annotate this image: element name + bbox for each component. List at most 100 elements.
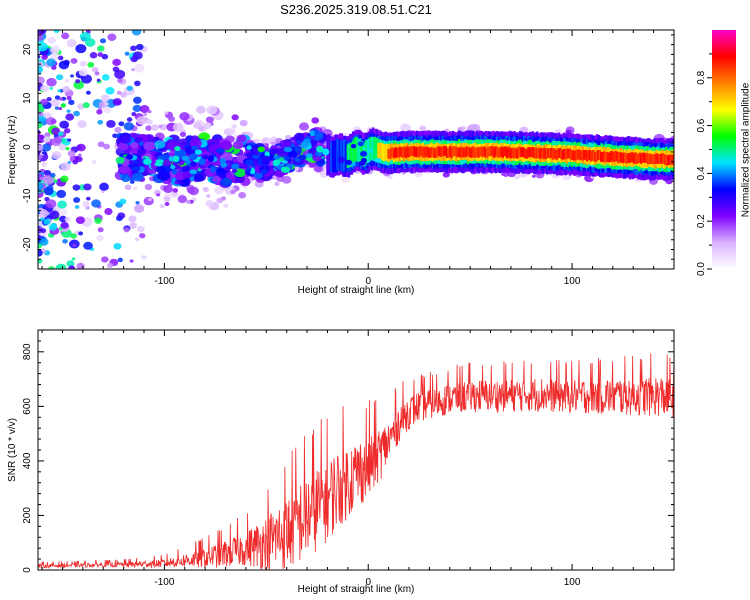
heatmap-cell	[70, 74, 74, 78]
heatmap-ridge-cell	[505, 148, 509, 159]
heatmap-ridge-cell	[336, 138, 339, 170]
heatmap-cell	[58, 55, 64, 61]
heatmap-cell	[70, 233, 77, 239]
heatmap-hotspot	[338, 156, 345, 164]
heatmap-cell	[207, 141, 213, 146]
heatmap-cell	[414, 171, 423, 178]
heatmap-cell	[252, 147, 260, 154]
heatmap-cell	[79, 32, 91, 42]
heatmap-ridge-cell	[667, 155, 670, 165]
snr-ylabel: SNR (10 * v/v)	[7, 418, 18, 482]
heatmap-ridge-cell	[487, 146, 490, 157]
snr-xtick-label: 0	[365, 577, 371, 588]
heatmap-cell	[96, 45, 105, 52]
heatmap-cell	[117, 78, 123, 83]
heatmap-cell	[144, 183, 153, 191]
heatmap-ridge-cell	[464, 147, 468, 158]
heatmap-cell	[130, 45, 137, 52]
heatmap-hotspot	[261, 155, 270, 163]
heatmap-hotspot	[170, 164, 176, 170]
heatmap-cell	[205, 200, 214, 207]
heatmap-cell	[238, 191, 247, 199]
heatmap-cell	[214, 186, 224, 195]
heatmap-ridge-cell	[387, 148, 391, 159]
heatmap-cell	[181, 165, 191, 172]
heatmap-hotspot	[190, 161, 197, 167]
heatmap-cell	[97, 141, 105, 148]
heatmap-cell	[219, 140, 233, 151]
heatmap-ridge-cell	[474, 147, 478, 158]
heatmap-hotspot	[231, 163, 240, 169]
heatmap-cell	[64, 216, 71, 222]
heatmap-ridge-cell	[580, 150, 583, 161]
heatmap-cell	[55, 74, 64, 81]
heatmap-cell	[106, 119, 116, 128]
heatmap-ridge-cell	[605, 152, 609, 162]
heatmap-ridge-cell	[568, 148, 572, 159]
heatmap-cell	[189, 138, 202, 149]
heatmap-hotspot	[219, 158, 226, 164]
heatmap-ridge-cell	[434, 148, 438, 158]
heatmap-ridge-cell	[475, 146, 479, 157]
heatmap-ridge-cell	[602, 151, 606, 162]
heatmap-cell	[63, 59, 70, 66]
heatmap-cell	[150, 124, 159, 131]
heatmap-ridge-cell	[607, 152, 610, 163]
heatmap-cell	[78, 68, 89, 77]
heatmap-ridge-cell	[444, 146, 448, 156]
heatmap-cell	[38, 111, 44, 117]
chart-title: S236.2025.319.08.51.C21	[280, 2, 432, 17]
heatmap-cell	[61, 32, 70, 40]
heatmap-ridge-cell	[414, 147, 418, 158]
heatmap-cell	[43, 136, 51, 143]
heatmap-cell	[260, 169, 268, 175]
heatmap-cell	[101, 256, 109, 263]
heatmap-ridge-cell	[557, 148, 560, 159]
heatmap-ridge-cell	[544, 149, 547, 160]
heatmap-cell	[188, 186, 199, 196]
heatmap-ridge-cell	[467, 146, 470, 157]
heatmap-cell	[80, 74, 92, 84]
heatmap-cell	[223, 203, 229, 208]
heatmap-ridge-cell	[477, 147, 480, 158]
heatmap-cell	[274, 181, 280, 187]
heatmap-ridge-cell	[413, 146, 416, 157]
heatmap-cell	[388, 175, 393, 180]
heatmap-cell	[117, 212, 126, 219]
heatmap-cell	[70, 58, 78, 64]
heatmap-ridge-cell	[621, 153, 625, 164]
heatmap-ridge-cell	[547, 148, 550, 158]
heatmap-ridge-cell	[421, 147, 425, 158]
heatmap-ridge-cell	[484, 147, 488, 158]
heatmap-ridge-cell	[438, 146, 442, 157]
heatmap-ridge-cell	[542, 147, 546, 158]
heatmap-ridge-cell	[433, 148, 436, 158]
heatmap-ridge-cell	[642, 152, 646, 163]
heatmap-cell	[73, 197, 81, 203]
heatmap-ridge-cell	[510, 148, 513, 159]
heatmap-ridge-cell	[327, 134, 331, 176]
heatmap-ridge-cell	[443, 146, 446, 156]
heatmap-ridge-cell	[427, 147, 430, 158]
spectrogram-xtick-label: -100	[154, 276, 174, 287]
heatmap-cell	[163, 185, 173, 194]
heatmap-ridge-cell	[498, 147, 502, 158]
heatmap-cell	[124, 51, 130, 56]
heatmap-ridge-cell	[564, 149, 567, 160]
heatmap-cell	[39, 176, 44, 180]
heatmap-cell	[101, 53, 109, 60]
heatmap-ridge-cell	[522, 147, 526, 158]
heatmap-ridge-cell	[384, 144, 387, 161]
heatmap-cell	[60, 221, 69, 229]
heatmap-ridge-cell	[535, 148, 539, 159]
heatmap-ridge-cell	[393, 148, 396, 159]
heatmap-ridge-cell	[468, 147, 472, 158]
heatmap-ridge-cell	[453, 145, 456, 156]
heatmap-ridge-cell	[627, 152, 630, 163]
heatmap-ridge-cell	[485, 147, 489, 158]
heatmap-cell	[86, 90, 91, 95]
heatmap-ridge-cell	[612, 152, 616, 163]
heatmap-ridge-cell	[403, 146, 406, 157]
heatmap-ridge-cell	[350, 142, 354, 166]
